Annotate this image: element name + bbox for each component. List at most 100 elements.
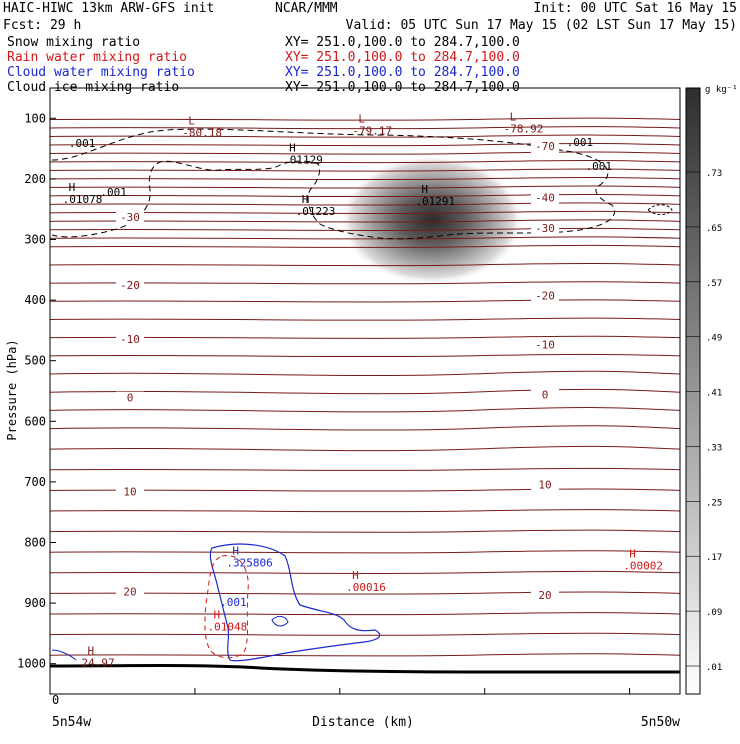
x-end-label: 5n50w bbox=[641, 715, 680, 730]
isotherm-line bbox=[50, 134, 680, 138]
y-tick-label: 300 bbox=[24, 233, 46, 247]
isotherms bbox=[50, 117, 680, 657]
valid-time: Valid: 05 UTC Sun 17 May 15 (02 LST Sun … bbox=[346, 18, 737, 33]
ground-profile bbox=[50, 664, 680, 674]
isotherm-label-bg bbox=[531, 191, 559, 205]
isotherm-label-bg bbox=[116, 391, 144, 405]
y-tick-label: 800 bbox=[24, 536, 46, 550]
colorbar-tick-label: .01 bbox=[706, 663, 722, 673]
colorbar-tick-label: .65 bbox=[706, 224, 722, 234]
isotherm-label-bg bbox=[531, 388, 559, 402]
isotherm-line bbox=[50, 202, 680, 206]
y-axis-label: Pressure (hPa) bbox=[5, 339, 19, 440]
field-xy: XY= 251.0,100.0 to 284.7,100.0 bbox=[285, 35, 520, 50]
isotherm-line bbox=[50, 210, 680, 215]
y-axis: 100 200 300 400 500 600 700 800 900 1000 bbox=[17, 111, 56, 671]
isotherm-line bbox=[50, 632, 680, 636]
field-legend: Snow mixing ratio XY= 251.0,100.0 to 284.… bbox=[7, 35, 520, 95]
isotherm-line bbox=[50, 193, 680, 198]
isotherm-line bbox=[50, 281, 680, 285]
isotherm-label-bg bbox=[531, 478, 559, 492]
isotherm-label: -10 bbox=[535, 338, 555, 351]
isotherm-line bbox=[50, 176, 680, 181]
cloud-ice-contour bbox=[51, 128, 616, 240]
isotherm-line bbox=[50, 653, 680, 657]
contour-value-label: .001 bbox=[586, 160, 613, 173]
cloud-water-contour bbox=[209, 543, 381, 662]
isotherm-label: -20 bbox=[535, 289, 555, 302]
isotherm-label: -30 bbox=[120, 211, 140, 224]
plot-area: -30-20-1001020-40-30-20-1001020-70L-80.1… bbox=[50, 111, 680, 674]
isotherm-label-bg bbox=[531, 338, 559, 352]
y-tick-label: 700 bbox=[24, 475, 46, 489]
contour-value-label: .001 bbox=[567, 136, 594, 149]
isotherm-label: 20 bbox=[123, 586, 136, 599]
x-start-label: 5n54w bbox=[52, 715, 91, 730]
isotherm-label: -30 bbox=[535, 222, 555, 235]
isotherm-label-bg bbox=[116, 585, 144, 599]
colorbar bbox=[685, 87, 701, 695]
y-tick-label: 900 bbox=[24, 596, 46, 610]
extremum-value: .00002 bbox=[623, 560, 663, 573]
y-tick-label: 1000 bbox=[17, 657, 46, 671]
field-xy: XY= 251.0,100.0 to 284.7,100.0 bbox=[285, 50, 520, 65]
extremum-value: .01129 bbox=[283, 154, 323, 167]
isotherm-line bbox=[50, 407, 680, 413]
isotherm-line bbox=[50, 488, 680, 492]
isotherm-label: 10 bbox=[538, 478, 551, 491]
isotherm-label: 20 bbox=[538, 589, 551, 602]
isotherm-line bbox=[50, 370, 680, 377]
extremum-value: -79.17 bbox=[352, 125, 392, 138]
field-name: Cloud water mixing ratio bbox=[7, 65, 195, 80]
y-tick-label: 200 bbox=[24, 172, 46, 186]
org-label: NCAR/MMM bbox=[275, 1, 338, 16]
cloud-water-contour-small bbox=[271, 615, 289, 627]
isotherm-label-bg bbox=[116, 211, 144, 225]
isotherm-label: -20 bbox=[120, 279, 140, 292]
isotherm-label: 0 bbox=[542, 389, 549, 402]
colorbar-tick-label: .41 bbox=[706, 389, 722, 399]
isotherm-line bbox=[50, 317, 680, 321]
x-axis-label: Distance (km) bbox=[312, 715, 414, 730]
y-tick-label: 500 bbox=[24, 354, 46, 368]
isotherm-label: -70 bbox=[535, 140, 555, 153]
isotherm-line bbox=[50, 168, 680, 172]
isotherm-line bbox=[50, 151, 680, 155]
isotherm-label-bg bbox=[116, 278, 144, 292]
x-axis bbox=[49, 688, 631, 694]
isotherm-line bbox=[50, 117, 680, 121]
extremum-mark: L bbox=[358, 113, 365, 126]
y-tick-label: 400 bbox=[24, 293, 46, 307]
isotherm-label-bg bbox=[116, 332, 144, 346]
isotherm-label-bg bbox=[116, 485, 144, 499]
field-name: Snow mixing ratio bbox=[7, 35, 140, 50]
extremum-mark: H bbox=[214, 608, 221, 621]
contour-value-label: .001 bbox=[69, 137, 96, 150]
colorbar-tick-label: .25 bbox=[706, 498, 722, 508]
model-title: HAIC-HIWC 13km ARW-GFS init bbox=[3, 1, 214, 16]
isotherm-line bbox=[50, 227, 680, 232]
extremum-mark: H bbox=[289, 142, 296, 155]
extremum-mark: L bbox=[510, 111, 517, 124]
extremum-mark: L bbox=[188, 114, 195, 127]
extremum-value: .01048 bbox=[208, 620, 248, 633]
isotherm-line bbox=[50, 353, 680, 358]
isotherm-line bbox=[50, 591, 680, 595]
isotherm-label-bg bbox=[531, 289, 559, 303]
isotherm-line bbox=[50, 612, 680, 616]
colorbar-tick-label: .57 bbox=[706, 279, 722, 289]
contour-value-label: .001 bbox=[220, 596, 247, 609]
rain-water-contour bbox=[204, 554, 249, 659]
isotherm-line bbox=[50, 509, 680, 513]
forecast-hour: Fcst: 29 h bbox=[3, 18, 81, 33]
contour-value-label: .001 bbox=[100, 186, 127, 199]
colorbar-tick-label: .49 bbox=[706, 334, 722, 344]
y-tick-label: 100 bbox=[24, 111, 46, 125]
extremum-mark: H bbox=[88, 645, 95, 658]
isotherm-line bbox=[50, 219, 680, 223]
extremum-value: -78.92 bbox=[504, 123, 544, 136]
isotherm-line bbox=[50, 388, 680, 395]
colorbar-tick-label: .09 bbox=[706, 608, 722, 618]
extremum-value: 24.97 bbox=[82, 657, 115, 670]
colorbar-tick-label: .17 bbox=[706, 553, 722, 563]
